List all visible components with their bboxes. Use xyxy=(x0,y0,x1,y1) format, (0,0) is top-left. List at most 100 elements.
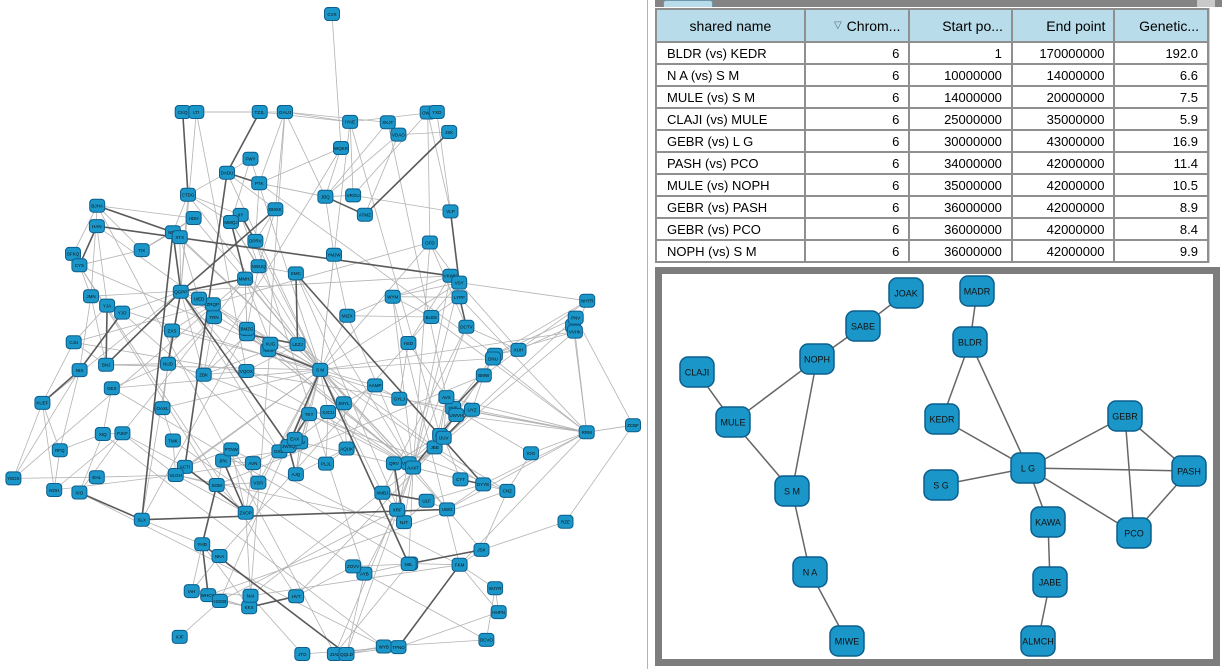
detail-node-bldr[interactable]: BLDR xyxy=(952,326,988,358)
detail-node-noph[interactable]: NOPH xyxy=(799,343,835,375)
detail-edge-bldr-l-g[interactable] xyxy=(969,341,1029,469)
network-node[interactable]: WYB xyxy=(375,639,392,654)
network-node[interactable]: JMYL xyxy=(335,396,352,411)
table-row[interactable]: PASH (vs) PCO 6 34000000 42000000 11.4 xyxy=(655,151,1209,175)
column-header-chrom-[interactable]: ▽ Chrom... xyxy=(803,8,911,43)
network-node[interactable]: AJQ xyxy=(287,467,304,482)
detail-node-claji[interactable]: CLAJI xyxy=(679,356,715,388)
network-node[interactable]: HVT xyxy=(288,589,305,604)
network-node[interactable]: QRV xyxy=(385,456,402,471)
network-node[interactable]: IAH xyxy=(183,584,200,599)
network-node[interactable]: WJYR xyxy=(487,581,504,596)
column-header-end-point[interactable]: End point xyxy=(1010,8,1116,43)
network-node[interactable]: VLP xyxy=(442,204,459,219)
detail-node-s-m[interactable]: S M xyxy=(774,475,810,507)
network-node[interactable]: PJKF xyxy=(114,426,131,441)
network-node[interactable]: NJT xyxy=(396,515,412,530)
column-header-shared-name[interactable]: shared name xyxy=(655,8,806,43)
network-node[interactable]: XMBJ xyxy=(374,485,391,500)
network-node[interactable]: KUEF xyxy=(34,395,51,410)
detail-node-mule[interactable]: MULE xyxy=(715,406,751,438)
network-node[interactable]: XUH xyxy=(510,342,527,357)
column-header-genetic-[interactable]: Genetic... xyxy=(1113,8,1209,43)
table-row[interactable]: NOPH (vs) S M 6 36000000 42000000 9.9 xyxy=(655,239,1209,263)
detail-edge-gebr-pco[interactable] xyxy=(1124,415,1135,534)
network-node[interactable]: NKA xyxy=(211,549,228,563)
network-node[interactable]: OFD xyxy=(421,235,438,250)
table-row[interactable]: GEBR (vs) PCO 6 36000000 42000000 8.4 xyxy=(655,217,1209,241)
network-node[interactable]: GYLJ xyxy=(391,391,408,406)
network-node[interactable]: XUG xyxy=(262,336,279,351)
network-node[interactable]: NAI xyxy=(242,588,259,603)
network-node[interactable]: YEDS xyxy=(5,471,22,486)
network-node[interactable]: SLX xyxy=(133,512,150,527)
network-node[interactable]: TMK xyxy=(164,433,181,448)
network-node[interactable]: LYPF xyxy=(451,290,468,305)
network-node[interactable]: CYS xyxy=(71,258,88,273)
network-node[interactable]: AAXT xyxy=(405,460,422,475)
network-node[interactable]: MMHJ xyxy=(237,271,254,286)
network-node[interactable]: DPRV xyxy=(247,233,264,248)
network-node[interactable]: YXD xyxy=(428,105,445,119)
network-node[interactable]: EHL xyxy=(88,470,105,485)
network-node[interactable]: FKM xyxy=(451,557,468,572)
detail-node-jabe[interactable]: JABE xyxy=(1032,566,1068,598)
network-node[interactable]: HDH xyxy=(185,211,202,225)
network-node[interactable]: PLJL xyxy=(318,456,334,471)
network-node[interactable]: GAUJ xyxy=(277,105,293,119)
detail-node-gebr[interactable]: GEBR xyxy=(1107,400,1143,432)
table-scroll-gutter[interactable] xyxy=(1209,8,1222,263)
network-node[interactable]: FWY xyxy=(242,151,259,166)
detail-node-pash[interactable]: PASH xyxy=(1171,455,1207,487)
network-node[interactable]: VQOX xyxy=(238,364,255,378)
detail-node-almch[interactable]: ALMCH xyxy=(1020,625,1056,657)
network-node[interactable]: HAN xyxy=(88,219,105,234)
network-node[interactable]: QGPP xyxy=(172,284,189,299)
network-node[interactable]: DCVO xyxy=(478,632,495,647)
network-node[interactable]: ZXS xyxy=(164,323,180,338)
network-node[interactable]: OEX xyxy=(103,381,120,396)
network-node[interactable]: EAX xyxy=(286,431,303,446)
network-node[interactable]: AAMP xyxy=(367,378,384,393)
network-node[interactable]: DCTV xyxy=(458,319,475,334)
network-node[interactable]: ATMZ xyxy=(356,207,373,222)
network-node[interactable]: CNZ xyxy=(499,483,516,498)
main-network-panel[interactable]: WQKRYHDIIYSFKQOWMWZVWYBSOMKUEFQGPPVDAONO… xyxy=(0,0,647,669)
network-node[interactable]: NHTR xyxy=(579,293,596,308)
network-node[interactable]: HHPN xyxy=(490,605,507,620)
network-node[interactable]: XJCU xyxy=(320,405,337,419)
network-node[interactable]: BJHA xyxy=(89,198,106,213)
table-row[interactable]: GEBR (vs) PASH 6 36000000 42000000 8.9 xyxy=(655,195,1209,219)
network-node[interactable]: TKY xyxy=(301,407,318,422)
network-node[interactable]: PTK xyxy=(251,176,268,191)
network-node[interactable]: RRM xyxy=(578,425,595,440)
network-node[interactable]: UIED xyxy=(191,291,207,306)
network-node[interactable]: XIQ xyxy=(94,427,111,441)
detail-edge-noph-s-m[interactable] xyxy=(791,358,818,492)
network-node[interactable]: ULF xyxy=(418,493,435,508)
network-node[interactable]: LEZJ xyxy=(289,337,306,352)
network-node[interactable]: VLGH xyxy=(167,468,184,482)
network-node[interactable]: YHD xyxy=(194,537,211,552)
detail-edge-l-g-pco[interactable] xyxy=(1027,467,1135,534)
network-node[interactable]: ZBK xyxy=(195,367,212,382)
network-node[interactable]: ZXOP xyxy=(237,505,254,520)
network-node[interactable]: JTO xyxy=(294,647,311,661)
network-node[interactable]: TZJL xyxy=(251,105,268,119)
network-node[interactable]: CJU xyxy=(65,335,82,350)
detail-node-s-g[interactable]: S G xyxy=(923,469,959,501)
network-node[interactable]: ZCBF xyxy=(625,418,641,433)
table-row[interactable]: MULE (vs) S M 6 14000000 20000000 7.5 xyxy=(655,85,1209,109)
table-row[interactable]: CLAJI (vs) MULE 6 25000000 35000000 5.9 xyxy=(655,107,1209,131)
network-node[interactable]: CTDG xyxy=(180,187,196,202)
network-node[interactable]: XRF xyxy=(389,502,406,517)
network-node[interactable]: EMC xyxy=(287,266,304,281)
panel-tab-chip[interactable] xyxy=(663,0,713,7)
network-node[interactable]: ZRQP xyxy=(204,297,221,312)
detail-node-madr[interactable]: MADR xyxy=(959,275,995,307)
network-node[interactable]: AQUK xyxy=(338,441,355,456)
network-node[interactable]: DNU xyxy=(485,351,501,366)
network-node[interactable]: IYAE xyxy=(342,114,359,129)
main-network-canvas[interactable]: WQKRYHDIIYSFKQOWMWZVWYBSOMKUEFQGPPVDAONO… xyxy=(0,0,647,669)
network-node[interactable]: AVN xyxy=(244,456,261,471)
